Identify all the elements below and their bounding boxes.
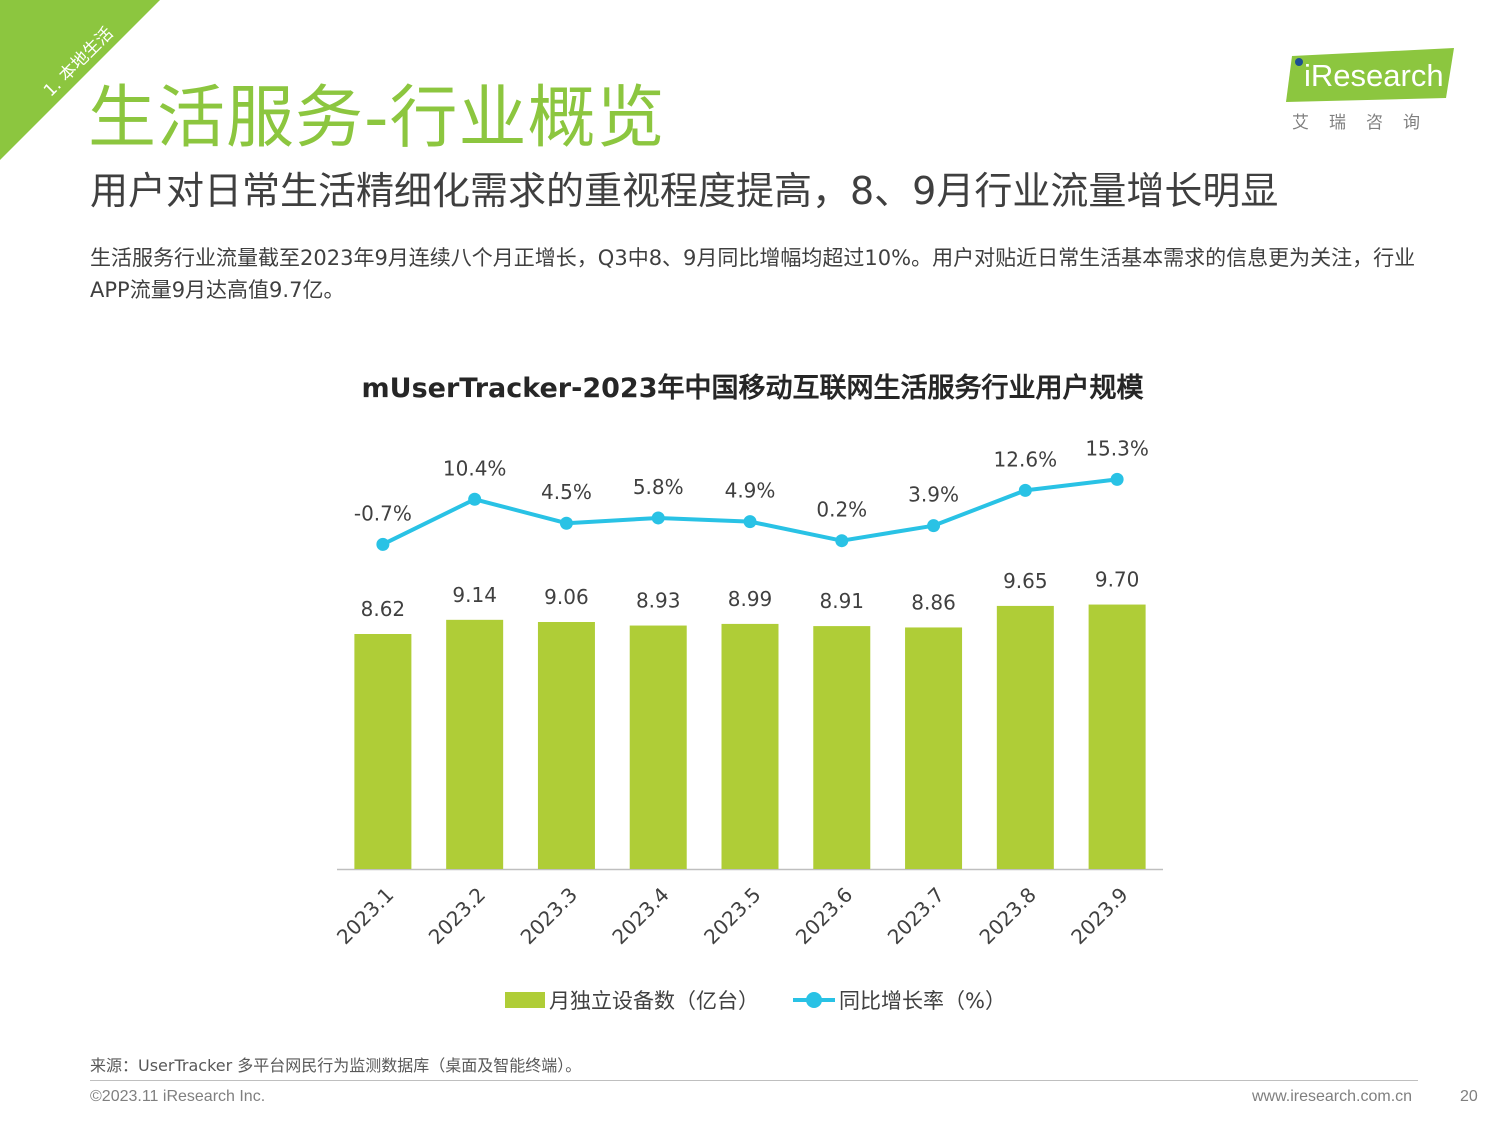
bar-value-label: 8.93 xyxy=(636,589,681,613)
legend-item-bar: 月独立设备数（亿台） xyxy=(505,985,759,1015)
growth-value-label: 15.3% xyxy=(1085,436,1149,460)
x-tick-label: 2023.7 xyxy=(883,883,949,949)
iresearch-logo: iResearch 艾瑞咨询 xyxy=(1286,46,1461,134)
legend-item-line: 同比增长率（%） xyxy=(793,985,1006,1015)
growth-value-label: 5.8% xyxy=(633,475,684,499)
x-tick-label: 2023.5 xyxy=(699,883,765,949)
legend-line-label: 同比增长率（%） xyxy=(839,989,1006,1013)
bar-value-label: 8.91 xyxy=(820,589,865,613)
footer-website: www.iresearch.com.cn xyxy=(1252,1088,1413,1105)
logo-chinese-name: 艾瑞咨询 xyxy=(1292,113,1440,133)
bar-value-label: 9.06 xyxy=(544,585,589,609)
bar xyxy=(446,619,504,869)
bar xyxy=(905,627,963,869)
x-tick-label: 2023.4 xyxy=(607,883,673,949)
growth-point xyxy=(927,519,941,533)
bar-value-label: 9.65 xyxy=(1003,569,1048,593)
bar xyxy=(721,623,779,869)
page-number: 20 xyxy=(1460,1088,1478,1105)
bar-value-label: 9.14 xyxy=(452,583,497,607)
growth-point xyxy=(376,537,390,551)
growth-point xyxy=(559,516,573,530)
x-tick-label: 2023.2 xyxy=(424,883,490,949)
growth-value-label: -0.7% xyxy=(354,501,412,525)
footer-divider xyxy=(90,1080,1418,1081)
page-subtitle: 用户对日常生活精细化需求的重视程度提高，8、9月行业流量增长明显 xyxy=(90,169,1279,213)
x-tick-label: 2023.3 xyxy=(516,883,582,949)
x-tick-label: 2023.8 xyxy=(974,883,1040,949)
bar-value-label: 8.99 xyxy=(728,587,773,611)
growth-value-label: 3.9% xyxy=(908,483,959,507)
section-ribbon xyxy=(0,0,160,160)
x-tick-label: 2023.6 xyxy=(791,883,857,949)
growth-point xyxy=(1110,472,1124,486)
chart-legend: 月独立设备数（亿台） 同比增长率（%） xyxy=(0,985,1500,1019)
legend-bar-label: 月独立设备数（亿台） xyxy=(549,989,759,1013)
bar xyxy=(354,634,412,869)
x-tick-label: 2023.9 xyxy=(1066,883,1132,949)
x-tick-label: 2023.1 xyxy=(332,883,398,949)
legend-line-swatch xyxy=(793,990,835,1010)
bar xyxy=(629,625,687,869)
bar-value-label: 8.62 xyxy=(361,597,406,621)
bar xyxy=(813,626,871,869)
chart-title: mUserTracker-2023年中国移动互联网生活服务行业用户规模 xyxy=(361,373,1144,404)
growth-value-label: 0.2% xyxy=(816,498,867,522)
growth-value-label: 4.9% xyxy=(725,479,776,503)
logo-dot-icon xyxy=(1295,58,1303,66)
bar xyxy=(1088,604,1146,869)
logo-wordmark: iResearch xyxy=(1304,58,1444,93)
growth-point xyxy=(1018,483,1032,497)
growth-point xyxy=(835,534,849,548)
legend-bar-swatch xyxy=(505,992,545,1008)
growth-value-label: 10.4% xyxy=(443,456,507,480)
source-note: 来源：UserTracker 多平台网民行为监测数据库（桌面及智能终端）。 xyxy=(90,1056,582,1075)
growth-point xyxy=(468,492,482,506)
growth-value-label: 4.5% xyxy=(541,480,592,504)
page-title: 生活服务-行业概览 xyxy=(88,79,666,158)
bar xyxy=(537,622,595,869)
footer-copyright: ©2023.11 iResearch Inc. xyxy=(90,1088,266,1105)
growth-point xyxy=(743,515,757,529)
growth-point xyxy=(651,511,665,525)
bar-value-label: 9.70 xyxy=(1095,568,1140,592)
growth-value-label: 12.6% xyxy=(994,447,1058,471)
logo-badge-shape xyxy=(1286,48,1454,102)
bar xyxy=(996,605,1054,869)
page-description: 生活服务行业流量截至2023年9月连续八个月正增长，Q3中8、9月同比增幅均超过… xyxy=(90,246,1416,302)
bar-value-label: 8.86 xyxy=(911,590,956,614)
